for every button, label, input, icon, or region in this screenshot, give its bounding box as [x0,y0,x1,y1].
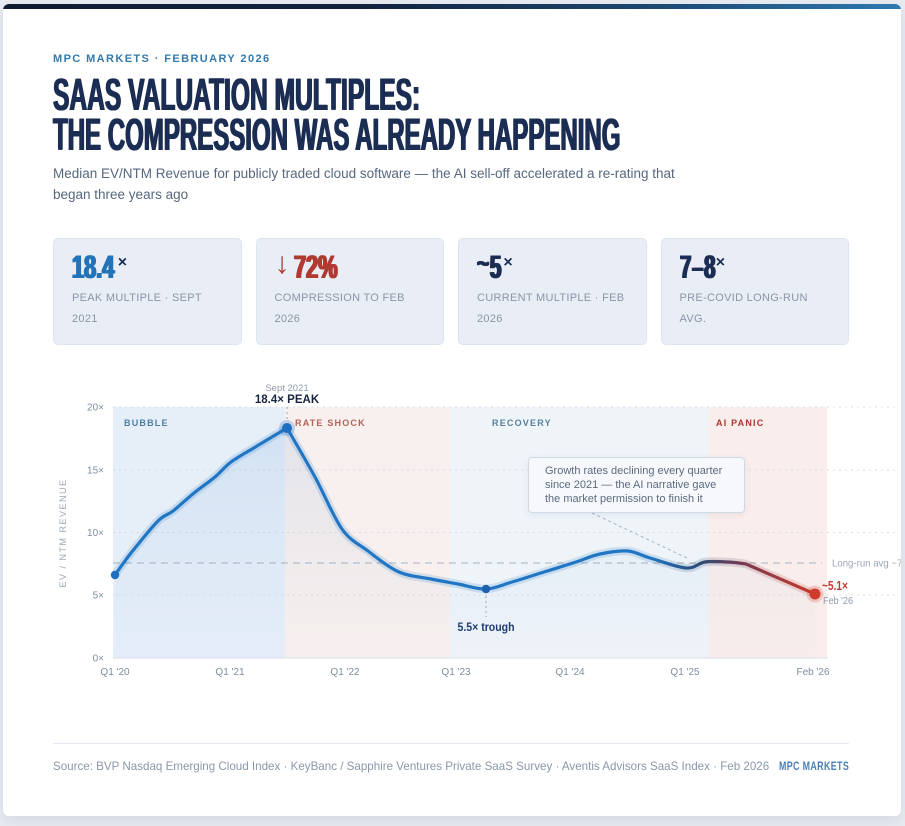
svg-text:10×: 10× [87,528,104,539]
svg-text:Q1 '23: Q1 '23 [441,667,471,678]
svg-text:Q1 '24: Q1 '24 [555,667,585,678]
svg-text:Q1 '25: Q1 '25 [670,667,700,678]
svg-text:20×: 20× [87,403,104,414]
svg-text:RATE SHOCK: RATE SHOCK [295,418,366,428]
svg-text:EV / NTM REVENUE: EV / NTM REVENUE [58,478,68,587]
svg-text:BUBBLE: BUBBLE [124,418,169,428]
svg-text:Feb '26: Feb '26 [796,667,829,678]
svg-text:RECOVERY: RECOVERY [492,418,552,428]
svg-text:Long-run avg ~7.5×: Long-run avg ~7.5× [832,558,901,570]
svg-text:0×: 0× [93,654,105,665]
svg-text:Q1 '21: Q1 '21 [215,667,245,678]
svg-text:Sept 2021: Sept 2021 [265,383,308,394]
svg-text:~5.1×: ~5.1× [822,579,848,593]
svg-text:Q1 '22: Q1 '22 [330,667,360,678]
svg-text:Q1 '20: Q1 '20 [100,667,130,678]
svg-text:15×: 15× [87,466,104,477]
svg-text:AI PANIC: AI PANIC [716,418,764,428]
svg-text:Feb '26: Feb '26 [823,595,853,607]
svg-text:5.5× trough: 5.5× trough [458,622,515,634]
svg-text:18.4× PEAK: 18.4× PEAK [255,394,320,406]
svg-text:5×: 5× [93,591,105,602]
